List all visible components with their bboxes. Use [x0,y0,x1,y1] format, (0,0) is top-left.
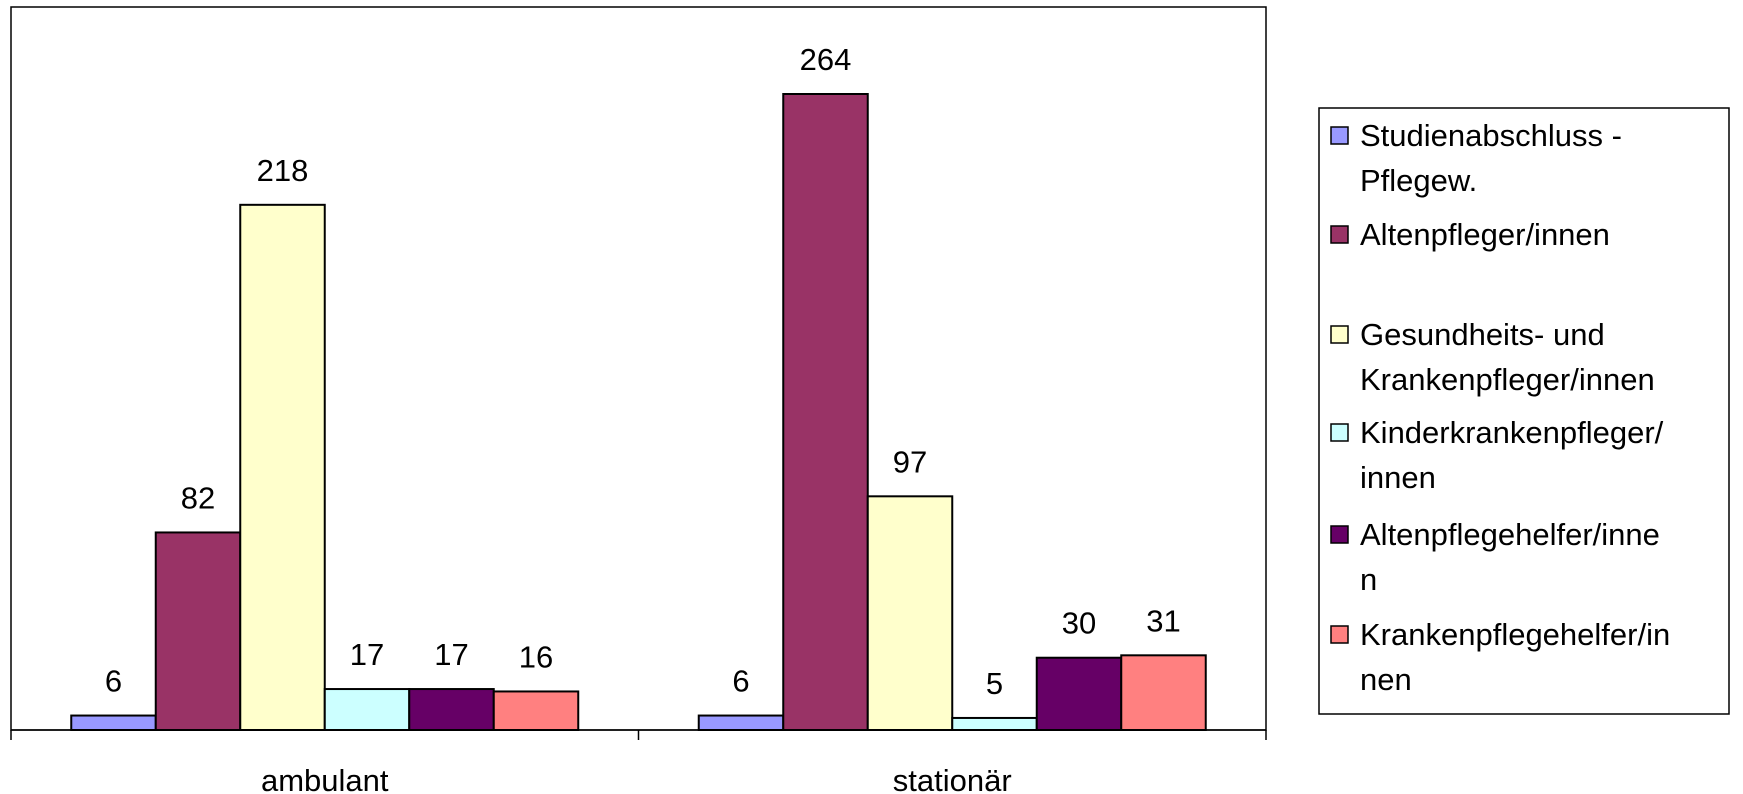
bar-6-ambulant [492,690,580,731]
legend-swatch [1330,225,1349,244]
bar-3-ambulant [239,203,326,731]
data-label: 6 [105,664,122,699]
bar-4-ambulant [323,688,411,732]
bar-3-stationär [866,495,954,731]
data-label: 218 [257,153,309,188]
bar-6-stationär [1120,654,1207,731]
legend-label: Krankenpflegehelfer/in nen [1360,617,1670,697]
value-labels-layer: 6 6 82 264 218 97 17 5 17 30 16 31 [105,42,1181,701]
legend-label: Kinderkrankenpfleger/innen [1360,415,1664,495]
legend-swatch [1330,525,1349,544]
data-label: 97 [893,444,927,479]
x-tick-label: ambulant [261,763,389,794]
legend-swatch [1330,625,1349,644]
data-label: 16 [519,639,553,674]
legend-swatch [1330,325,1349,344]
data-label: 30 [1062,606,1096,641]
data-label: 264 [800,42,852,77]
legend-label: Altenpflegehelfer/inne n [1360,517,1660,597]
data-label: 31 [1146,603,1180,638]
x-tick-label: stationär [893,763,1012,794]
legend-box [1318,107,1730,715]
legend-label: Gesundheits- und Krankenpfleger/innen [1360,317,1655,397]
x-axis: ambulant stationär [10,729,1267,794]
bar-4-stationär [951,716,1038,731]
legend-label: Studienabschluss -Pflegew. [1360,118,1622,198]
bar-5-ambulant [408,688,495,732]
bar-2-ambulant [154,531,242,731]
bars-layer [70,93,1207,732]
legend-swatch [1330,126,1349,145]
data-label: 17 [434,637,468,672]
bar-5-stationär [1035,656,1123,732]
legend-label: Altenpfleger/innen [1360,217,1610,252]
bar-2-stationär [782,93,869,731]
data-label: 82 [181,480,215,515]
legend: Studienabschluss -Pflegew. Altenpfleger/i… [1318,107,1730,715]
legend-swatch [1330,423,1349,442]
data-label: 5 [986,666,1003,701]
bar-1-stationär [697,714,785,732]
data-label: 6 [732,664,749,699]
bar-1-ambulant [70,714,157,732]
data-label: 17 [350,637,384,672]
